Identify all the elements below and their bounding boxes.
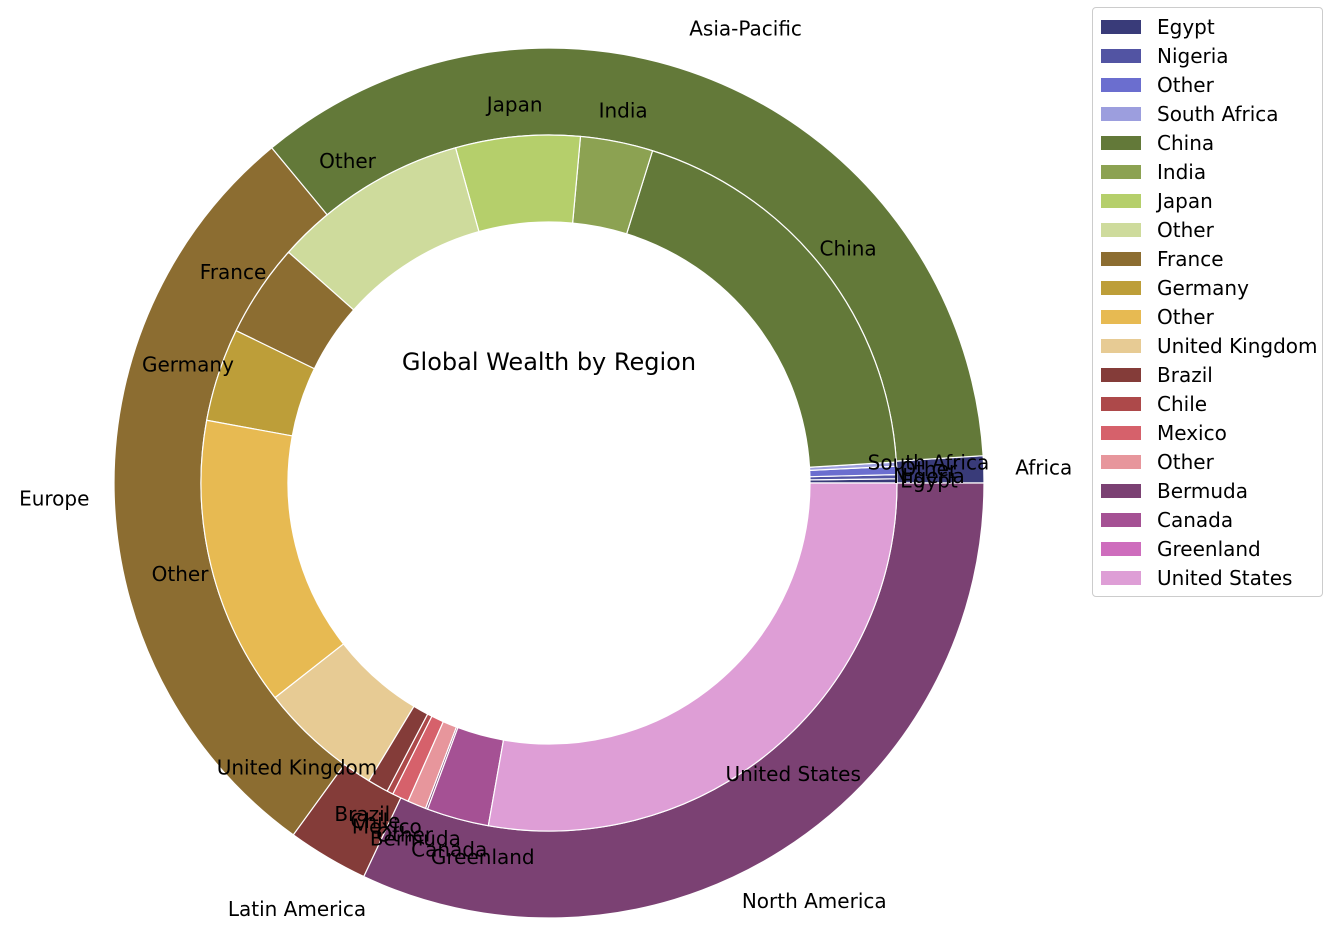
legend-item-united-kingdom: United Kingdom xyxy=(1093,331,1322,360)
legend-item-other: Other xyxy=(1093,447,1322,476)
legend-swatch xyxy=(1101,106,1141,121)
legend-label: Other xyxy=(1157,304,1214,329)
legend-label: Canada xyxy=(1157,507,1234,532)
inner-label-china: China xyxy=(820,237,877,261)
legend-label: France xyxy=(1157,246,1224,271)
outer-label-europe: Europe xyxy=(19,487,89,511)
legend-label: Mexico xyxy=(1157,420,1227,445)
inner-label-germany: Germany xyxy=(142,352,234,376)
legend-label: China xyxy=(1157,130,1215,155)
legend-swatch xyxy=(1101,541,1141,556)
legend-swatch xyxy=(1101,338,1141,353)
legend-swatch xyxy=(1101,222,1141,237)
legend-item-egypt: Egypt xyxy=(1093,12,1322,41)
legend-swatch xyxy=(1101,77,1141,92)
legend-item-china: China xyxy=(1093,128,1322,157)
legend-swatch xyxy=(1101,425,1141,440)
outer-ring-labels: Africa Asia-Pacific Europe Latin America Nor… xyxy=(19,17,1072,921)
legend-item-chile: Chile xyxy=(1093,389,1322,418)
legend-swatch xyxy=(1101,135,1141,150)
chart-legend: Egypt Nigeria Other South Africa China India J… xyxy=(1092,7,1323,597)
inner-label-egypt: Egypt xyxy=(900,469,958,493)
inner-label-other: Other xyxy=(900,457,958,481)
legend-swatch xyxy=(1101,251,1141,266)
legend-label: United States xyxy=(1157,565,1293,590)
legend-label: Japan xyxy=(1157,188,1213,213)
legend-item-greenland: Greenland xyxy=(1093,534,1322,563)
legend-label: Chile xyxy=(1157,391,1208,416)
legend-item-canada: Canada xyxy=(1093,505,1322,534)
legend-item-bermuda: Bermuda xyxy=(1093,476,1322,505)
legend-item-nigeria: Nigeria xyxy=(1093,41,1322,70)
inner-label-united-kingdom: United Kingdom xyxy=(217,755,378,779)
legend-swatch xyxy=(1101,570,1141,585)
legend-item-south-africa: South Africa xyxy=(1093,99,1322,128)
legend-item-mexico: Mexico xyxy=(1093,418,1322,447)
legend-item-other: Other xyxy=(1093,70,1322,99)
chart-title: Global Wealth by Region xyxy=(402,348,696,376)
inner-label-other: Other xyxy=(376,823,434,847)
inner-label-brazil: Brazil xyxy=(334,802,390,826)
legend-label: Brazil xyxy=(1157,362,1213,387)
legend-item-united-states: United States xyxy=(1093,563,1322,592)
legend-item-germany: Germany xyxy=(1093,273,1322,302)
inner-label-japan: Japan xyxy=(485,93,543,117)
legend-item-brazil: Brazil xyxy=(1093,360,1322,389)
outer-label-asia-pacific: Asia-Pacific xyxy=(689,17,802,41)
legend-swatch xyxy=(1101,193,1141,208)
inner-label-other: Other xyxy=(319,149,377,173)
outer-label-latin-america: Latin America xyxy=(228,897,366,921)
legend-swatch xyxy=(1101,19,1141,34)
legend-swatch xyxy=(1101,512,1141,527)
legend-label: Nigeria xyxy=(1157,43,1229,68)
inner-label-mexico: Mexico xyxy=(352,815,422,839)
inner-label-united-states: United States xyxy=(725,762,860,786)
inner-label-canada: Canada xyxy=(411,838,487,862)
legend-item-india: India xyxy=(1093,157,1322,186)
legend-label: India xyxy=(1157,159,1207,184)
inner-label-india: India xyxy=(599,98,648,122)
legend-label: South Africa xyxy=(1157,101,1279,126)
legend-swatch xyxy=(1101,309,1141,324)
legend-label: Other xyxy=(1157,72,1214,97)
legend-swatch xyxy=(1101,396,1141,411)
inner-wedge-united-states xyxy=(487,482,898,832)
legend-label: Other xyxy=(1157,217,1214,242)
legend-label: Greenland xyxy=(1157,536,1261,561)
inner-label-other: Other xyxy=(152,562,210,586)
inner-ring xyxy=(200,134,898,832)
outer-label-north-america: North America xyxy=(742,889,887,913)
inner-label-greenland: Greenland xyxy=(431,845,535,869)
legend-swatch xyxy=(1101,164,1141,179)
legend-swatch xyxy=(1101,483,1141,498)
legend-label: Germany xyxy=(1157,275,1249,300)
legend-label: Egypt xyxy=(1157,14,1215,39)
inner-label-nigeria: Nigeria xyxy=(893,464,965,488)
outer-label-africa: Africa xyxy=(1015,455,1072,479)
legend-item-other: Other xyxy=(1093,302,1322,331)
legend-item-france: France xyxy=(1093,244,1322,273)
legend-item-other: Other xyxy=(1093,215,1322,244)
legend-swatch xyxy=(1101,454,1141,469)
legend-label: Other xyxy=(1157,449,1214,474)
inner-label-bermuda: Bermuda xyxy=(370,827,461,851)
legend-swatch xyxy=(1101,280,1141,295)
inner-label-chile: Chile xyxy=(350,809,400,833)
legend-item-japan: Japan xyxy=(1093,186,1322,215)
legend-label: United Kingdom xyxy=(1157,333,1318,358)
legend-swatch xyxy=(1101,367,1141,382)
inner-label-south-africa: South Africa xyxy=(868,450,990,474)
legend-label: Bermuda xyxy=(1157,478,1249,503)
legend-swatch xyxy=(1101,48,1141,63)
inner-label-france: France xyxy=(200,260,267,284)
